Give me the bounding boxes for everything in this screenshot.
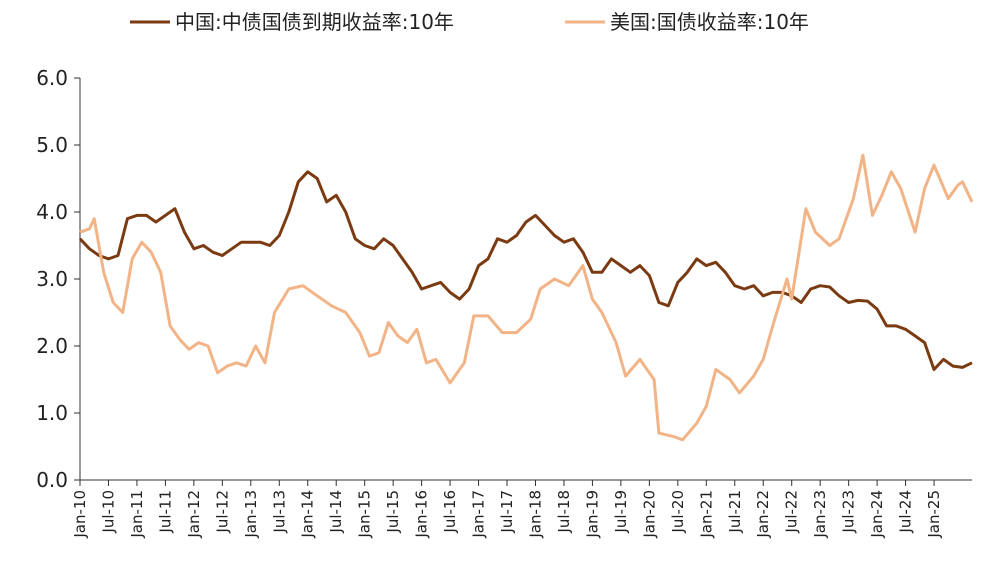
x-tick-label: Jul-24 — [897, 490, 915, 534]
x-tick-label: Jan-21 — [697, 490, 715, 539]
x-tick-label: Jan-11 — [128, 490, 146, 539]
y-axis: 0.0 1.0 2.0 3.0 4.0 5.0 6.0 — [36, 66, 81, 492]
x-tick-label: Jan-22 — [754, 490, 772, 539]
x-tick-label: Jan-18 — [526, 490, 544, 539]
legend-label-china: 中国:中债国债到期收益率:10年 — [175, 10, 454, 34]
x-tick-label: Jul-16 — [441, 490, 459, 534]
x-tick-label: Jul-10 — [99, 490, 117, 534]
x-tick-label: Jul-22 — [783, 490, 801, 534]
x-tick-label: Jan-23 — [811, 490, 829, 539]
x-tick-label: Jan-10 — [71, 490, 89, 539]
x-tick-label: Jul-11 — [156, 490, 174, 534]
y-tick-label: 5.0 — [36, 133, 68, 157]
plot-lines — [78, 153, 974, 442]
x-tick-label: Jul-14 — [327, 490, 345, 534]
y-tick-label: 1.0 — [36, 401, 68, 425]
legend: 中国:中债国债到期收益率:10年 美国:国债收益率:10年 — [130, 10, 809, 34]
x-tick-label: Jul-19 — [612, 490, 630, 534]
x-tick-label: Jul-17 — [498, 490, 516, 534]
x-tick-label: Jul-21 — [726, 490, 744, 534]
x-tick-label: Jan-17 — [470, 490, 488, 539]
x-tick-label: Jan-12 — [185, 490, 203, 539]
x-tick-label: Jul-20 — [669, 490, 687, 534]
y-tick-label: 2.0 — [36, 334, 68, 358]
x-tick-label: Jan-25 — [925, 490, 943, 539]
legend-label-us: 美国:国债收益率:10年 — [610, 10, 809, 34]
x-tick-label: Jan-13 — [242, 490, 260, 539]
series-line-us — [79, 153, 974, 442]
y-tick-label: 6.0 — [36, 66, 68, 90]
x-tick-label: Jan-16 — [413, 490, 431, 539]
y-tick-label: 0.0 — [36, 468, 68, 492]
x-tick-label: Jan-24 — [868, 490, 886, 539]
x-axis: Jan-10 Jul-10 Jan-11 Jul-11 Jan-12 Jul-12 Jan-… — [71, 479, 972, 539]
x-tick-label: Jul-15 — [384, 490, 402, 534]
x-tick-label: Jul-23 — [840, 490, 858, 534]
y-tick-label: 3.0 — [36, 267, 68, 291]
x-tick-label: Jul-12 — [213, 490, 231, 534]
x-tick-label: Jan-15 — [356, 490, 374, 539]
x-tick-label: Jan-20 — [640, 490, 658, 539]
x-tick-label: Jul-13 — [270, 490, 288, 534]
x-tick-label: Jan-19 — [583, 490, 601, 539]
y-tick-label: 4.0 — [36, 200, 68, 224]
x-tick-label: Jan-14 — [299, 490, 317, 539]
series-line-china — [78, 170, 973, 371]
x-tick-label: Jul-18 — [555, 490, 573, 534]
